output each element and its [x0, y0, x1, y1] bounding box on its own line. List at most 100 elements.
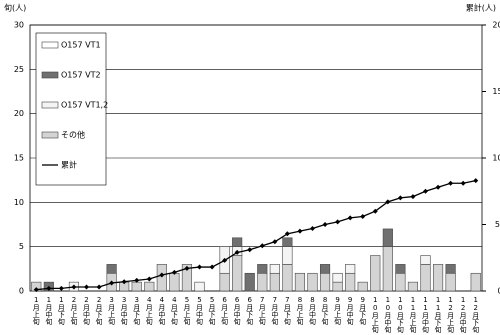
bar-segment	[156, 264, 167, 292]
bar-segment	[345, 272, 356, 292]
x-tick-label: 10月下旬	[396, 296, 404, 334]
marker	[297, 228, 303, 234]
marker	[96, 284, 102, 290]
y-tick-label: 30	[14, 21, 24, 30]
legend-label: その他	[61, 130, 85, 140]
x-tick-label: 11月上旬	[409, 296, 417, 334]
x-tick-label: 12月上旬	[447, 296, 455, 334]
x-tick-label: 7月上旬	[258, 296, 266, 326]
bar-segment	[257, 272, 268, 292]
bar-segment	[144, 281, 155, 292]
x-tick-label: 4月中旬	[158, 296, 166, 326]
legend-label: O157 VT1,2	[61, 101, 108, 110]
x-tick-label: 7月下旬	[283, 296, 291, 326]
bar-segment	[307, 272, 318, 292]
x-tick-label: 8月上旬	[296, 296, 304, 326]
x-tick-label: 4月上旬	[145, 296, 153, 326]
marker	[84, 284, 89, 290]
bar-segment	[395, 272, 406, 292]
y-tick-label: 10	[14, 198, 24, 207]
y2-tick-label: 200	[492, 21, 500, 30]
bar-segment	[181, 264, 193, 292]
x-tick-label: 11月中旬	[422, 296, 430, 334]
x-tick-label: 6月下旬	[246, 296, 254, 326]
bar-segment	[232, 255, 243, 292]
marker	[71, 284, 77, 290]
bar-segment	[370, 255, 381, 292]
x-tick-label: 7月中旬	[271, 296, 279, 326]
bar-segment	[432, 264, 444, 292]
marker	[134, 277, 140, 283]
marker	[234, 249, 240, 255]
marker	[171, 269, 177, 275]
marker	[397, 195, 403, 201]
marker	[247, 247, 253, 253]
x-tick-label: 9月上旬	[334, 296, 342, 326]
x-tick-label: 11月下旬	[434, 296, 442, 334]
x-tick-label: 5月上旬	[183, 296, 191, 326]
bar-segment	[382, 246, 393, 292]
bar-segment	[244, 272, 255, 292]
marker	[372, 208, 378, 214]
legend-swatch	[41, 71, 59, 79]
y2-axis-title: 累計(人)	[466, 3, 496, 13]
bar-segment	[269, 264, 280, 274]
x-tick-label: 3月中旬	[120, 296, 128, 326]
marker	[33, 287, 39, 293]
marker	[272, 239, 278, 245]
bar-segment	[470, 272, 481, 292]
x-tick-label: 3月上旬	[108, 296, 116, 326]
x-tick-label: 12月下旬	[472, 296, 480, 334]
y-tick-label: 5	[19, 242, 24, 251]
marker	[146, 276, 152, 282]
bar-segment	[395, 264, 406, 274]
marker	[159, 272, 165, 278]
bar-segment	[319, 264, 331, 274]
marker	[347, 215, 353, 221]
x-tick-label: 2月上旬	[70, 296, 78, 326]
x-tick-label: 3月下旬	[133, 296, 141, 326]
marker	[259, 243, 265, 249]
bar-segment	[332, 272, 343, 283]
bar-segment	[219, 272, 230, 292]
bar-segment	[257, 264, 268, 274]
marker	[360, 214, 366, 220]
legend-label: O157 VT2	[61, 71, 101, 80]
line	[36, 179, 476, 291]
x-tick-label: 8月下旬	[321, 296, 329, 326]
bar-segment	[232, 237, 243, 247]
x-tick-label: 12月中旬	[459, 296, 467, 334]
marker	[473, 178, 479, 184]
y-tick-label: 20	[14, 109, 24, 118]
x-tick-label: 1月下旬	[57, 296, 65, 326]
x-tick-label: 2月下旬	[95, 296, 103, 326]
bar-segment	[269, 272, 280, 292]
marker	[222, 257, 228, 263]
x-tick-label: 1月中旬	[45, 296, 53, 326]
bar-segment	[319, 272, 331, 292]
bar-segment	[131, 281, 142, 292]
x-tick-label: 5月下旬	[208, 296, 216, 326]
marker	[284, 231, 290, 237]
bar-segment	[345, 264, 356, 274]
bar-segment	[445, 272, 456, 292]
marker	[322, 222, 328, 227]
x-tick-label: 6月上旬	[221, 296, 229, 326]
bar-segment	[294, 272, 306, 292]
bar-segment	[169, 272, 180, 292]
marker	[109, 280, 115, 286]
bar-segment	[382, 228, 393, 247]
bar-segment	[106, 264, 117, 274]
x-tick-label: 6月中旬	[233, 296, 241, 326]
marker	[410, 194, 416, 200]
x-tick-label: 8月中旬	[309, 296, 317, 326]
bar-segment	[282, 246, 293, 265]
bar-segment	[420, 264, 431, 292]
bar-segment	[445, 264, 456, 274]
legend-swatch	[41, 131, 59, 139]
marker	[423, 188, 428, 194]
y-axis-title: 旬(人)	[4, 3, 26, 13]
legend-swatch	[41, 101, 59, 109]
x-tick-label: 9月下旬	[359, 296, 367, 326]
